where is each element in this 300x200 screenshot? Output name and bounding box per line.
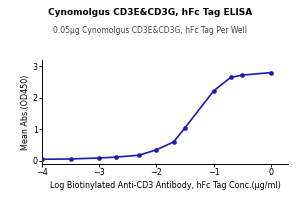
Text: Cynomolgus CD3E&CD3G, hFc Tag ELISA: Cynomolgus CD3E&CD3G, hFc Tag ELISA: [48, 8, 252, 17]
X-axis label: Log Biotinylated Anti-CD3 Antibody, hFc Tag Conc.(μg/ml): Log Biotinylated Anti-CD3 Antibody, hFc …: [50, 181, 280, 190]
Text: 0.05μg Cynomolgus CD3E&CD3G, hFc Tag Per Well: 0.05μg Cynomolgus CD3E&CD3G, hFc Tag Per…: [53, 26, 247, 35]
Y-axis label: Mean Abs.(OD450): Mean Abs.(OD450): [21, 74, 30, 150]
